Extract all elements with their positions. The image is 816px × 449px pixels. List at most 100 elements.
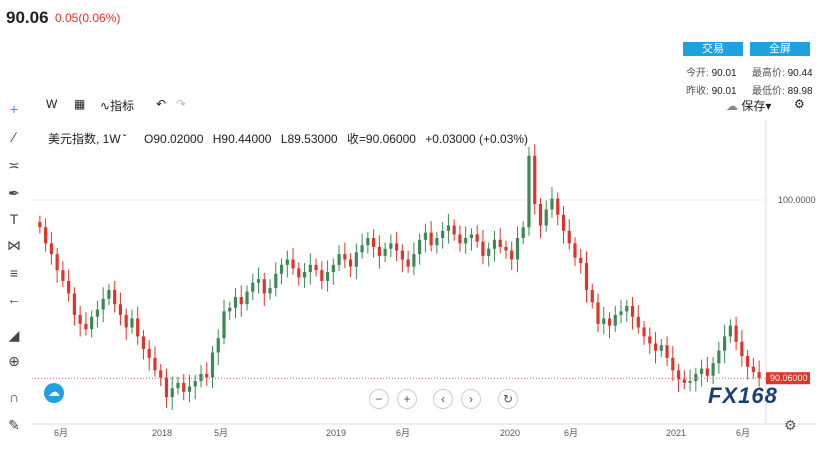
time-tick-label: 5月 (214, 428, 228, 438)
open-stat: 今开: 90.01 (686, 68, 737, 79)
candle-body (354, 252, 358, 267)
symbol-name[interactable]: 美元指数, 1W (48, 132, 121, 146)
candle-body (107, 289, 111, 299)
prediction-icon[interactable]: ≡ (9, 265, 19, 281)
last-price-label: 90.06000 (770, 373, 808, 383)
high-stat: 最高价: 90.44 (752, 68, 813, 79)
zoom-in-button[interactable]: + (397, 389, 417, 409)
candle-body (159, 370, 163, 378)
drawing-toolbar: + ∕ ≍ ✒ T ⋈ ≡ ← ◢ ⊕ ∩ ✎ (0, 94, 28, 444)
candle-body (153, 357, 157, 371)
time-tick-label: 2019 (326, 428, 346, 438)
magnet-icon[interactable]: ∩ (8, 389, 20, 405)
settings-icon[interactable]: ⚙ (794, 97, 805, 111)
brush-icon[interactable]: ✒ (8, 185, 20, 201)
cloud-sync-icon[interactable]: ☁ (44, 383, 64, 403)
candle-body (515, 238, 520, 260)
candle-body (694, 373, 698, 382)
time-tick-label: 2020 (500, 428, 520, 438)
crosshair-icon[interactable]: + (9, 101, 19, 117)
save-button[interactable]: ☁ 保存▾ (726, 99, 772, 113)
candle-body (314, 264, 318, 271)
indicators-button[interactable]: ∿指标 (100, 97, 134, 114)
lock-pencil-icon[interactable]: ✎ (8, 417, 20, 433)
legend-high: H90.44000 (212, 132, 272, 146)
candle-body (90, 316, 94, 330)
candle-body (291, 259, 295, 269)
candle-body (464, 238, 468, 244)
candle-body (751, 366, 755, 373)
candle-body (67, 280, 71, 294)
fx168-logo: FX168 (708, 383, 778, 408)
chevron-down-icon[interactable]: ˇ (122, 132, 127, 146)
trend-line-icon[interactable]: ∕ (12, 129, 16, 145)
candle-body (187, 386, 192, 392)
save-label: 保存 (741, 99, 766, 113)
fullscreen-button[interactable]: 全屏 (750, 42, 810, 56)
pattern-icon[interactable]: ⋈ (7, 237, 21, 253)
candle-body (222, 311, 226, 339)
candle-body (239, 297, 243, 305)
candle-body (233, 297, 238, 308)
text-tool-icon[interactable]: T (9, 211, 19, 227)
candle-body (734, 325, 738, 342)
time-tick-label: 6月 (564, 428, 578, 438)
candle-body (757, 372, 761, 379)
candle-body (95, 309, 100, 317)
scroll-left-button[interactable]: ‹ (433, 389, 453, 409)
candle-body (331, 264, 335, 272)
zoom-icon[interactable]: ⊕ (8, 353, 20, 369)
candle-body (55, 254, 59, 271)
candle-body (113, 289, 117, 305)
fib-tool-icon[interactable]: ≍ (8, 157, 20, 173)
candle-body (481, 241, 485, 256)
candle-body (475, 234, 479, 242)
candle-body (630, 305, 635, 317)
chart-area[interactable]: 6月 2018 5月 2019 6月 2020 6月 2021 6月 100.00000 90.… (32, 120, 816, 444)
time-tick-label: 6月 (736, 428, 750, 438)
candle-body (256, 279, 261, 283)
candle-body (297, 268, 301, 278)
candle-body (383, 248, 387, 256)
scroll-right-button[interactable]: › (461, 389, 481, 409)
candle-body (348, 259, 353, 267)
candle-body (492, 239, 497, 249)
candle-body (602, 318, 606, 324)
redo-icon[interactable]: ↷ (176, 97, 187, 111)
price-tick: 100.00000 (778, 195, 816, 205)
candle-body (429, 232, 433, 246)
candle-body (136, 318, 140, 337)
candle-body (78, 314, 82, 324)
candle-body (389, 243, 393, 249)
reset-chart-button[interactable]: ↻ (498, 389, 518, 409)
interval-selector[interactable]: W (46, 97, 58, 111)
prev-close-stat: 昨收: 90.01 (686, 86, 737, 97)
candle-body (533, 155, 537, 205)
candle-body (642, 327, 646, 337)
candle-type-icon[interactable]: ▦ (74, 97, 86, 111)
candlestick-chart[interactable]: 6月 2018 5月 2019 6月 2020 6月 2021 6月 100.00000 90.… (32, 120, 816, 444)
candle-body (199, 373, 203, 382)
candle-body (682, 379, 686, 383)
candle-body (320, 270, 324, 281)
zoom-out-button[interactable]: − (369, 389, 389, 409)
candle-body (619, 311, 623, 315)
legend-close: 收=90.06000 (346, 132, 416, 146)
candle-body (418, 239, 422, 255)
cloud-icon: ☁ (726, 99, 738, 113)
ruler-icon[interactable]: ◢ (8, 327, 20, 343)
candle-body (49, 243, 53, 255)
axis-settings-icon[interactable]: ⚙ (784, 417, 797, 433)
candle-body (343, 254, 347, 260)
candle-body (556, 198, 560, 215)
candle-body (406, 259, 410, 267)
candle-body (72, 293, 77, 315)
candle-body (118, 304, 123, 315)
chart-toolbar: W ▦ ∿指标 ↶ ↷ ☁ 保存▾ ⚙ (40, 94, 816, 116)
candle-body (61, 270, 65, 281)
arrow-left-icon[interactable]: ← (7, 291, 21, 307)
trade-button[interactable]: 交易 (683, 42, 743, 56)
candle-body (164, 377, 169, 398)
last-price-tag (766, 372, 810, 385)
undo-icon[interactable]: ↶ (156, 97, 167, 111)
